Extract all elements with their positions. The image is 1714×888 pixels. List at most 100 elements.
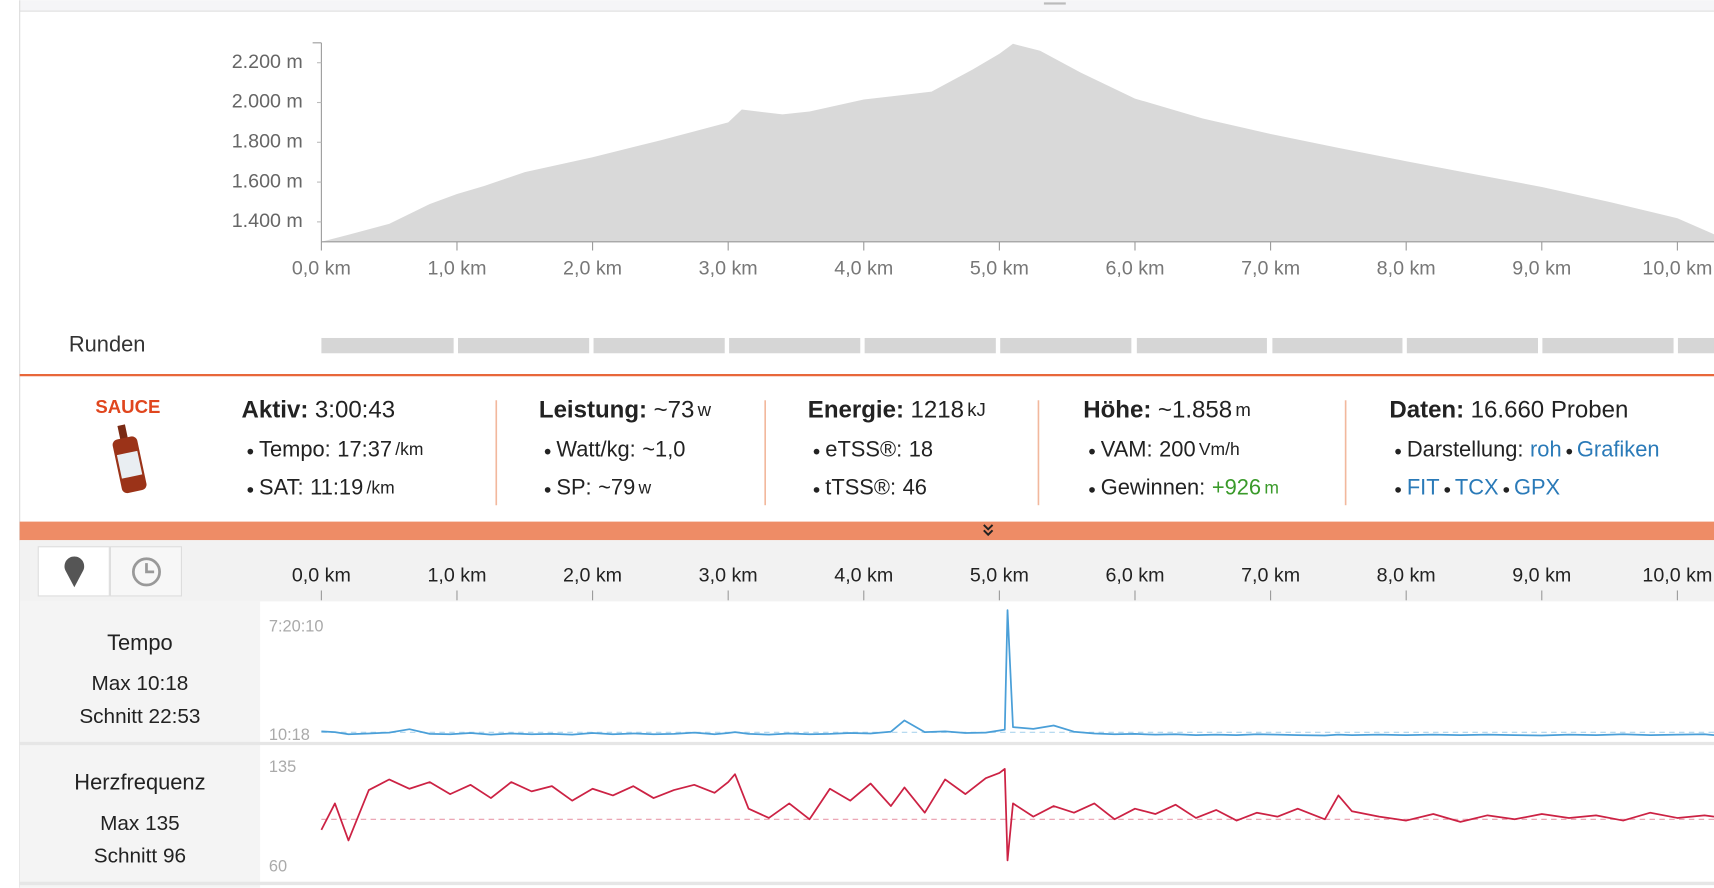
item-value: 11:19 bbox=[310, 475, 363, 500]
chart-2: Herzfrequenz Max 135 Schnitt 96 135 60 bbox=[74, 758, 1714, 875]
lap[interactable] bbox=[593, 337, 725, 354]
lap[interactable] bbox=[1272, 337, 1403, 354]
stat-label: Höhe: bbox=[1083, 397, 1151, 424]
item-label: tTSS®: bbox=[825, 475, 896, 500]
bullet bbox=[247, 487, 254, 493]
item-unit: Vm/h bbox=[1199, 439, 1240, 459]
row-title: Tempo bbox=[107, 630, 173, 655]
bullet bbox=[1395, 487, 1401, 493]
item-label: Tempo: bbox=[259, 436, 331, 461]
tempo-plot-bg bbox=[260, 607, 1714, 742]
item-value: +926 bbox=[1212, 475, 1261, 500]
item-label: Darstellung: bbox=[1407, 436, 1524, 461]
row-average: Schnitt 96 bbox=[94, 845, 186, 868]
hr-plot-bg bbox=[260, 745, 1714, 882]
x-tick-label: 8,0 km bbox=[1377, 564, 1436, 586]
item-label: SP: bbox=[556, 475, 591, 500]
x-tick-label: 2,0 km bbox=[563, 257, 622, 279]
lap[interactable] bbox=[864, 337, 996, 354]
x-tick-label: 8,0 km bbox=[1377, 257, 1436, 279]
data-link[interactable]: FIT bbox=[1407, 475, 1440, 500]
y-tick-label: 1.400 m bbox=[232, 210, 303, 232]
stat-value: 3:00:43 bbox=[315, 397, 395, 424]
item-label: VAM: bbox=[1101, 436, 1153, 461]
item-unit: w bbox=[638, 477, 652, 497]
x-tick-label: 4,0 km bbox=[834, 564, 893, 586]
row-max: Max 135 bbox=[100, 812, 180, 835]
stat-unit: w bbox=[697, 399, 712, 420]
x-tick-label: 9,0 km bbox=[1512, 257, 1571, 279]
x-tick-label: 0,0 km bbox=[292, 257, 351, 279]
top-strip bbox=[19, 0, 1714, 12]
x-tick-label: 4,0 km bbox=[834, 257, 893, 279]
expand-bar[interactable] bbox=[19, 521, 1714, 541]
stat-value: 1218 bbox=[911, 397, 964, 424]
pin-icon bbox=[64, 556, 85, 588]
graph-header bbox=[19, 540, 1714, 602]
bullet bbox=[1566, 448, 1573, 455]
stat-value: ~1.858 bbox=[1158, 397, 1232, 424]
lap[interactable] bbox=[1677, 337, 1714, 354]
item-unit: /km bbox=[395, 439, 423, 459]
elevation-area bbox=[321, 43, 1714, 242]
y-tick-label: 2.000 m bbox=[232, 91, 303, 113]
x-tick-label: 7,0 km bbox=[1241, 564, 1300, 586]
bullet bbox=[544, 448, 551, 455]
item-value: 200 bbox=[1159, 436, 1195, 461]
row-title: Herzfrequenz bbox=[74, 770, 205, 795]
x-tick-label: 7,0 km bbox=[1241, 257, 1300, 279]
laps-label: Runden bbox=[69, 331, 146, 356]
bullet bbox=[247, 448, 254, 455]
x-tick-label: 6,0 km bbox=[1105, 257, 1164, 279]
data-link[interactable]: GPX bbox=[1514, 475, 1561, 500]
data-link[interactable]: Grafiken bbox=[1577, 436, 1660, 461]
stat-unit: kJ bbox=[967, 399, 986, 420]
logo-bottle bbox=[112, 424, 147, 494]
x-tick-label: 0,0 km bbox=[292, 564, 351, 586]
x-tick-label: 6,0 km bbox=[1105, 564, 1164, 586]
lap[interactable] bbox=[321, 337, 454, 354]
lap[interactable] bbox=[1000, 337, 1132, 354]
stat-separators bbox=[495, 400, 1347, 506]
stat-label: Leistung: bbox=[539, 397, 647, 424]
y-tick-label: 60 bbox=[269, 857, 287, 875]
clock-hands bbox=[145, 563, 155, 574]
y-tick-label: 7:20:10 bbox=[269, 618, 324, 636]
lap[interactable] bbox=[458, 337, 590, 354]
lap[interactable] bbox=[1542, 337, 1674, 354]
chart-1: Tempo Max 10:18 Schnitt 22:53 7:20:10 10:18 0… bbox=[79, 564, 1714, 744]
drag-handle[interactable] bbox=[1043, 2, 1066, 5]
bullet bbox=[1503, 487, 1510, 493]
x-tick-label: 10,0 km bbox=[1642, 564, 1712, 586]
clock-icon bbox=[131, 557, 161, 587]
y-tick-label: 1.800 m bbox=[232, 131, 303, 153]
item-value: ~79 bbox=[598, 475, 635, 500]
data-link[interactable]: roh bbox=[1530, 436, 1562, 461]
data-line bbox=[320, 767, 1714, 862]
row-average: Schnitt 22:53 bbox=[79, 705, 200, 728]
x-tick-label: 3,0 km bbox=[699, 564, 758, 586]
logo-text: SAUCE bbox=[95, 396, 160, 417]
x-tick-label: 9,0 km bbox=[1512, 564, 1571, 586]
item-unit: /km bbox=[367, 477, 395, 497]
stat-label: Daten: bbox=[1389, 397, 1464, 424]
bottle-neck bbox=[117, 424, 129, 441]
y-tick-label: 10:18 bbox=[269, 726, 310, 744]
lap[interactable] bbox=[1136, 337, 1267, 354]
data-link[interactable]: TCX bbox=[1455, 475, 1499, 500]
bullet bbox=[1089, 448, 1095, 455]
bullet bbox=[813, 448, 820, 455]
x-tick-label: 1,0 km bbox=[427, 257, 486, 279]
item-label: Gewinnen: bbox=[1101, 475, 1206, 500]
y-tick-label: 2.200 m bbox=[232, 51, 303, 73]
item-value: 46 bbox=[903, 475, 927, 500]
lap[interactable] bbox=[729, 337, 861, 354]
bullet bbox=[1089, 487, 1095, 493]
expand-chevron[interactable] bbox=[983, 524, 994, 537]
item-label: eTSS®: bbox=[825, 436, 902, 461]
item-label: Watt/kg: bbox=[556, 436, 635, 461]
lap[interactable] bbox=[1406, 337, 1539, 354]
